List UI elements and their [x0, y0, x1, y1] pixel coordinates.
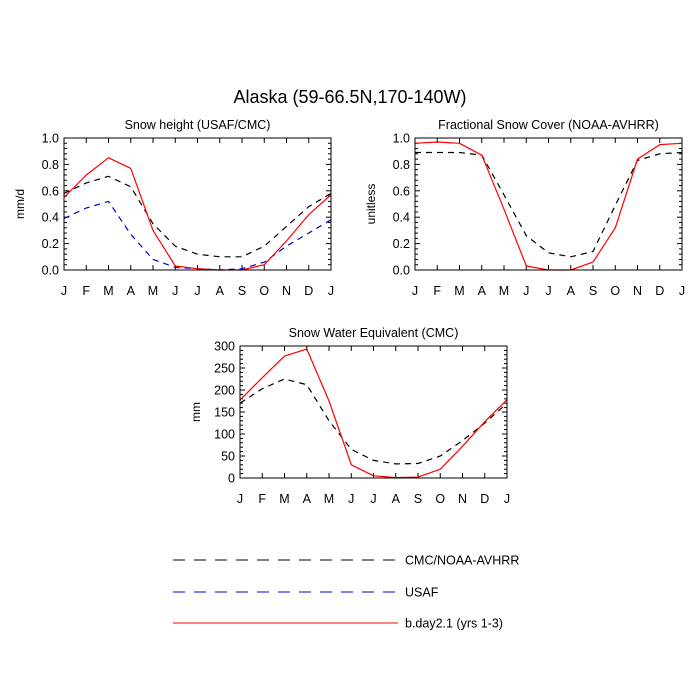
legend-label: USAF [405, 586, 439, 600]
x-tick-label: S [414, 492, 422, 506]
x-tick-label: N [282, 284, 291, 298]
figure-title: Alaska (59-66.5N,170-140W) [233, 87, 466, 107]
x-tick-label: D [304, 284, 313, 298]
y-tick-label: 1.0 [393, 132, 410, 146]
x-tick-label: J [194, 284, 200, 298]
x-tick-label: A [567, 284, 576, 298]
plot-frame [63, 137, 332, 271]
plot-frame [239, 345, 508, 479]
x-tick-label: S [589, 284, 597, 298]
y-tick-label: 0.0 [393, 264, 410, 278]
x-tick-label: J [61, 284, 67, 298]
x-tick-label: J [328, 284, 334, 298]
x-tick-label: F [433, 284, 441, 298]
x-tick-label: J [504, 492, 510, 506]
x-tick-label: O [610, 284, 620, 298]
chart-title: Snow height (USAF/CMC) [125, 118, 271, 132]
chart-panel-2: Fractional Snow Cover (NOAA-AVHRR) unitle… [364, 118, 685, 298]
x-tick-label: D [480, 492, 489, 506]
series-line-cmc-noaa-avhrr [239, 378, 508, 465]
x-tick-label: J [348, 492, 354, 506]
series-line-cmc-noaa-avhrr [415, 151, 683, 258]
x-tick-label: D [655, 284, 664, 298]
x-tick-label: O [435, 492, 445, 506]
series-line-b-day2-1-yrs-1-3 [414, 141, 683, 271]
legend-label: CMC/NOAA-AVHRR [405, 554, 519, 568]
x-tick-label: A [392, 492, 401, 506]
x-tick-label: M [279, 492, 289, 506]
y-tick-label: 1.0 [42, 132, 59, 146]
y-axis-label: mm [189, 402, 203, 422]
x-tick-label: J [370, 492, 376, 506]
y-axis-label: unitless [364, 184, 378, 225]
x-tick-label: N [633, 284, 642, 298]
x-tick-label: J [545, 284, 551, 298]
x-tick-label: M [103, 284, 113, 298]
y-tick-label: 250 [214, 362, 235, 376]
x-tick-label: J [172, 284, 178, 298]
x-tick-label: S [238, 284, 246, 298]
y-tick-label: 100 [214, 428, 235, 442]
y-tick-label: 0.6 [42, 184, 59, 198]
y-tick-label: 0.2 [42, 237, 59, 251]
series-line-b-day2-1-yrs-1-3 [63, 157, 332, 271]
series-line-cmc-noaa-avhrr [63, 175, 332, 258]
y-tick-label: 0.8 [393, 158, 410, 172]
y-tick-label: 0.8 [42, 158, 59, 172]
x-tick-label: M [499, 284, 509, 298]
x-tick-label: F [258, 492, 266, 506]
y-tick-label: 0.4 [42, 211, 59, 225]
x-tick-label: N [458, 492, 467, 506]
x-tick-label: A [478, 284, 487, 298]
y-tick-label: 0.0 [42, 264, 59, 278]
y-axis-label: mm/d [13, 189, 27, 219]
x-tick-label: A [303, 492, 312, 506]
x-tick-label: F [82, 284, 90, 298]
y-tick-label: 150 [214, 406, 235, 420]
x-tick-label: M [324, 492, 334, 506]
x-tick-label: O [259, 284, 269, 298]
legend-label: b.day2.1 (yrs 1-3) [405, 617, 503, 631]
series-line-b-day2-1-yrs-1-3 [239, 348, 508, 479]
legend: CMC/NOAA-AVHRR USAF b.day2.1 (yrs 1-3) [173, 554, 519, 631]
y-tick-label: 0.6 [393, 184, 410, 198]
y-tick-label: 200 [214, 384, 235, 398]
panels: Snow height (USAF/CMC) mm/d 0.0 0.2 0.4 0.6 0.… [13, 118, 685, 506]
y-tick-label: 0.4 [393, 211, 410, 225]
y-tick-label: 300 [214, 340, 235, 354]
x-tick-label: A [216, 284, 225, 298]
chart-title: Fractional Snow Cover (NOAA-AVHRR) [438, 118, 659, 132]
x-tick-label: M [454, 284, 464, 298]
x-tick-label: A [127, 284, 136, 298]
chart-panel-3: Snow Water Equivalent (CMC) mm 0 50 100 150 20… [189, 326, 510, 506]
y-tick-label: 0.2 [393, 237, 410, 251]
x-tick-label: J [679, 284, 685, 298]
y-tick-label: 50 [221, 450, 235, 464]
chart-panel-1: Snow height (USAF/CMC) mm/d 0.0 0.2 0.4 0.6 0.… [13, 118, 334, 298]
x-tick-label: M [148, 284, 158, 298]
x-tick-label: J [237, 492, 243, 506]
plot-frame [414, 137, 683, 271]
x-tick-label: J [412, 284, 418, 298]
chart-title: Snow Water Equivalent (CMC) [289, 326, 459, 340]
y-tick-label: 0 [228, 472, 235, 486]
x-tick-label: J [523, 284, 529, 298]
